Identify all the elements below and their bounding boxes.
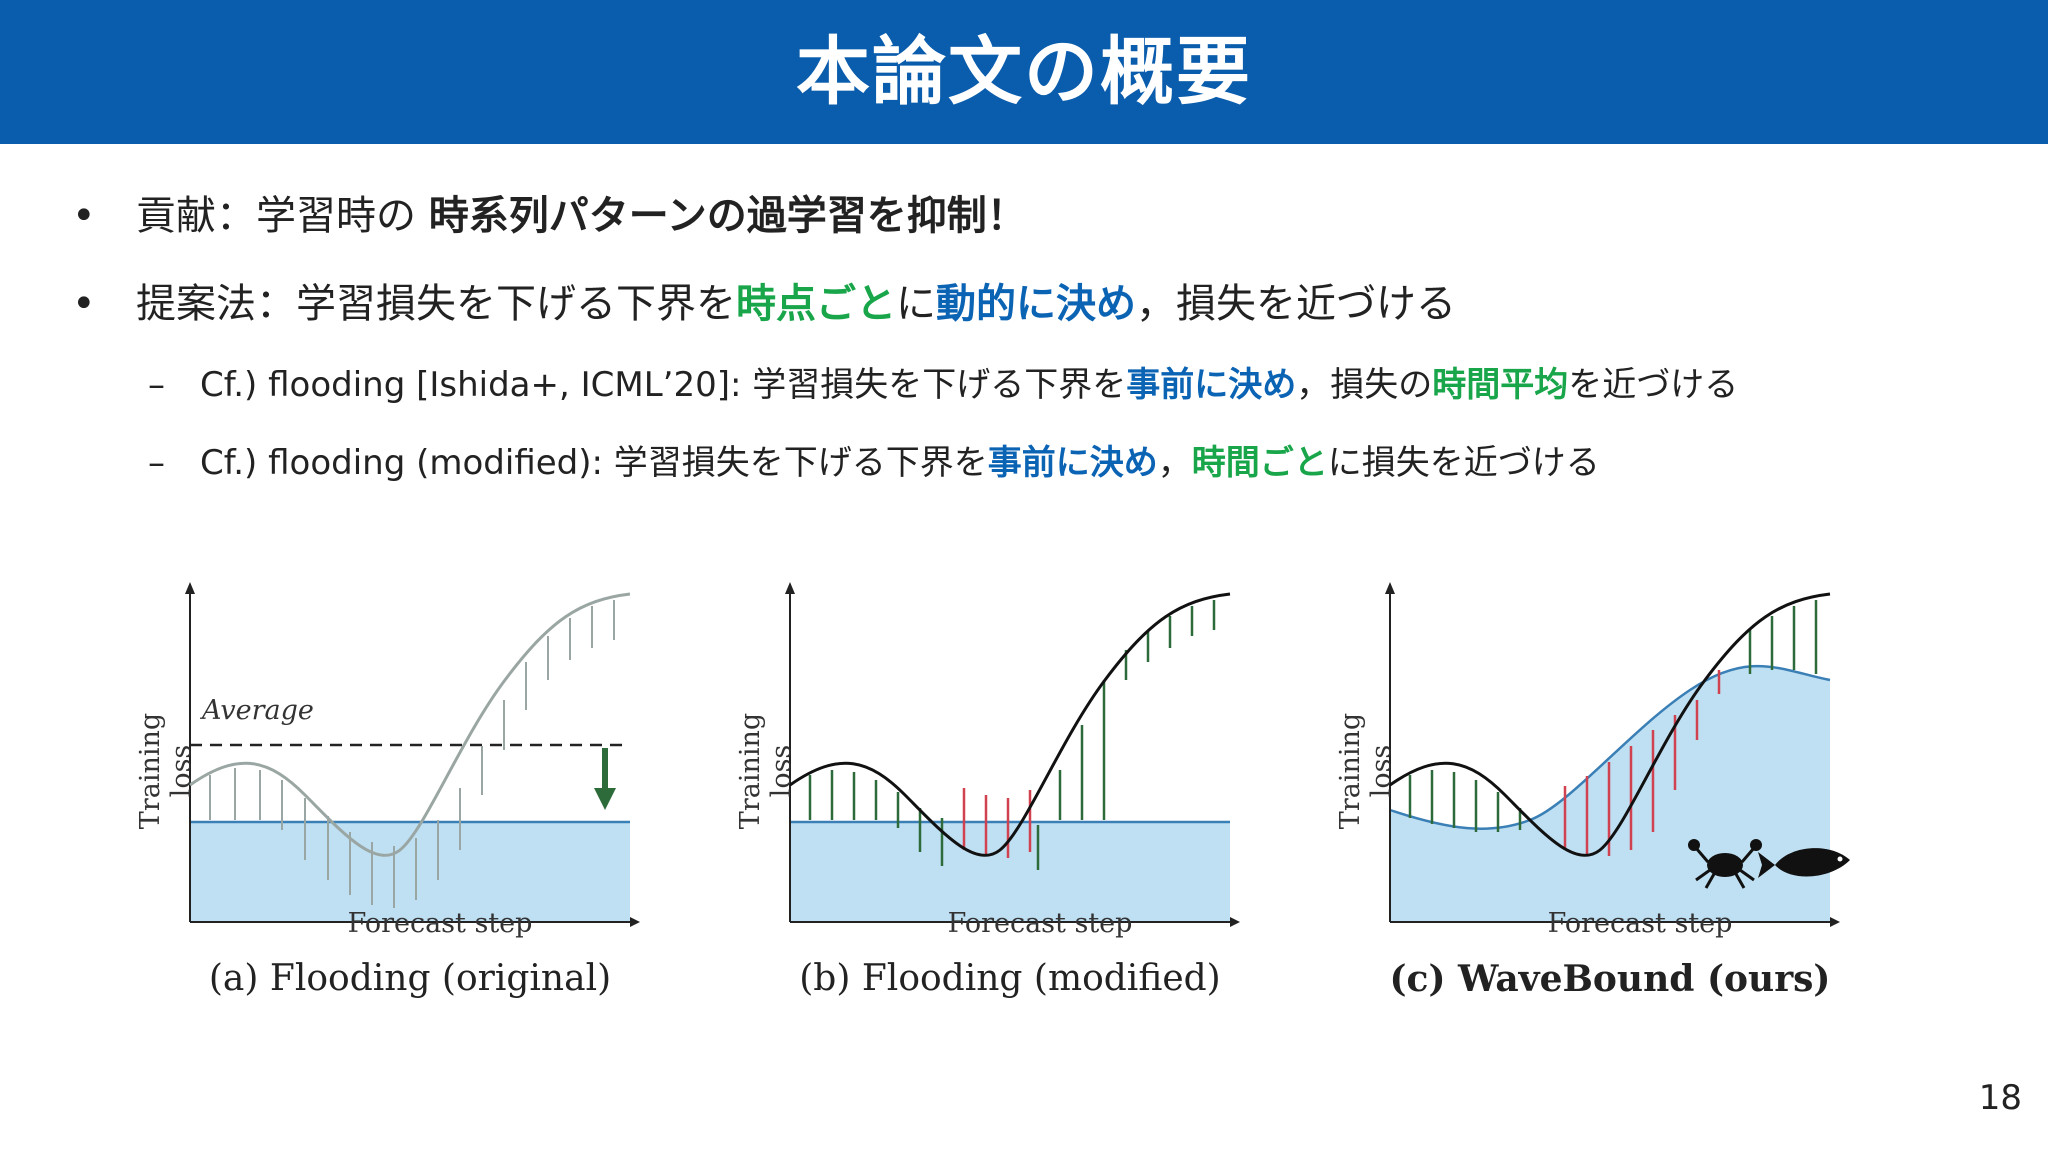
y-axis-label: Training loss [735,712,797,830]
diagram-flooding-modified [785,582,1240,927]
figure-caption: (a) Flooding (original) [208,958,612,999]
bullet-marker: • [72,281,96,327]
wave-bound-line [1389,664,1831,830]
figure-caption: (c) WaveBound (ours) [1389,958,1831,1000]
bullet-text: 提案法：学習損失を下げる下界を [136,281,736,327]
bullet-text: 貢献：学習時の [136,193,429,239]
figure-flooding-modified: Training loss Forecast step (b) Flooding… [730,570,1290,1020]
y-axis-arrow [185,582,195,594]
subbullet-text: ，損失の [1296,365,1433,405]
crab-icon [1688,839,1762,889]
subbullet-emphasis-blue: 事前に決め [1126,365,1297,405]
bullet-emphasis-green: 時点ごと [736,281,896,327]
y-axis-arrow [1385,582,1395,594]
subbullet-emphasis-blue: 事前に決め [987,443,1158,483]
x-axis-arrow [1230,917,1240,927]
x-axis-arrow [630,917,640,927]
page-number: 18 [1978,1078,2022,1118]
y-axis-label: Training loss [1335,712,1397,830]
x-axis-label: Forecast step [947,908,1133,939]
green-arrows [1408,600,1818,832]
diagram-wavebound [1385,582,1850,927]
down-arrow-head [594,788,616,810]
diagram-flooding-original [185,582,640,927]
bullet-text: に [896,281,936,327]
loss-curve [1389,592,1831,857]
bullet-emphasis-blue: 動的に決め [936,281,1136,327]
y-axis-label: Training loss [135,712,197,830]
bullet-marker: • [72,193,96,239]
loss-curve [789,592,1231,857]
subbullet-emphasis-green: 時間平均 [1432,365,1569,405]
x-axis-arrow [1830,917,1840,927]
figure-caption: (b) Flooding (modified) [799,958,1221,999]
subbullet-text: を近づける [1568,365,1739,405]
figure-flooding-original: Average Training loss Forecast step (a) … [130,570,690,1020]
subbullet-marker: – [148,443,165,483]
x-axis-label: Forecast step [347,908,533,939]
subbullet-marker: – [148,365,165,405]
y-axis-arrow [785,582,795,594]
figure-wavebound: Training loss Forecast step (c) WaveBoun… [1330,570,1890,1020]
subbullet-text: Cf.) flooding [Ishida+, ICML’20]: 学習損失を下… [200,365,1127,405]
bullet-method: • 提案法：学習損失を下げる下界を時点ごとに動的に決め，損失を近づける [72,278,1456,330]
loss-curve [189,592,631,857]
header-bar: 本論文の概要 [0,0,2048,144]
x-axis-label: Forecast step [1547,908,1733,939]
subbullet-text: に損失を近づける [1327,443,1600,483]
bullet-emphasis: 時系列パターンの過学習を抑制！ [428,193,1027,239]
subbullet-text: ， [1157,443,1192,483]
bullet-text: ，損失を近づける [1136,281,1456,327]
subbullet-flooding-original: – Cf.) flooding [Ishida+, ICML’20]: 学習損失を… [148,362,1738,408]
subbullet-flooding-modified: – Cf.) flooding (modified): 学習損失を下げる下界を事前… [148,440,1600,486]
average-label: Average [202,695,314,726]
slide-title: 本論文の概要 [796,29,1252,115]
red-arrows [962,788,1032,858]
subbullet-text: Cf.) flooding (modified): 学習損失を下げる下界を [200,443,988,483]
fish-icon [1758,848,1850,878]
subbullet-emphasis-green: 時間ごと [1191,443,1328,483]
bullet-contribution: • 貢献：学習時の 時系列パターンの過学習を抑制！ [72,190,1027,242]
figure-panel: Average Training loss Forecast step (a) … [130,570,1930,1020]
